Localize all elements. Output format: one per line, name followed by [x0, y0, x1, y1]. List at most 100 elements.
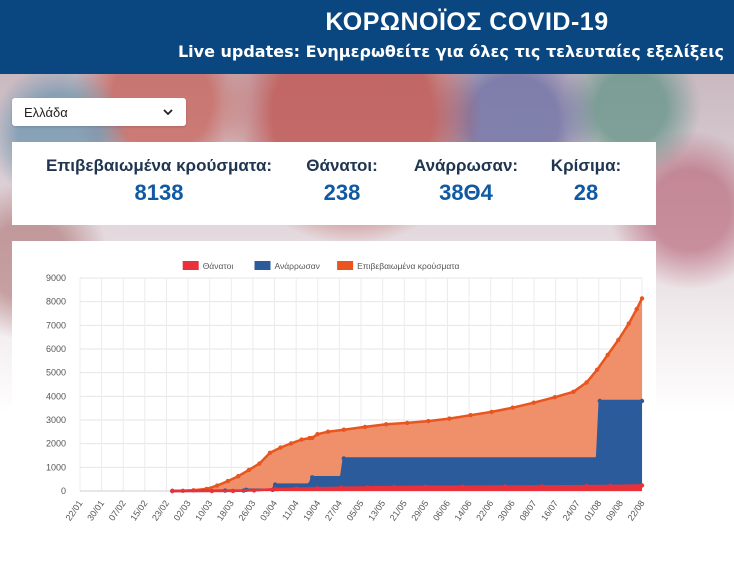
point-Επιβεβαιωμένα κρούσματα	[552, 395, 558, 400]
chevron-down-icon	[163, 109, 173, 116]
stat-critical: Κρίσιμα: 28	[544, 156, 628, 206]
x-tick-label: 01/08	[582, 498, 603, 522]
point-Επιβεβαιωμένα κρούσματα	[246, 467, 252, 473]
point-Ανάρρωσαν	[339, 475, 344, 480]
page-title: ΚΟΡΩΝΟΪΟΣ COVID-19	[325, 8, 609, 36]
country-select[interactable]: Ελλάδα	[12, 98, 186, 126]
x-tick-label: 11/04	[280, 498, 301, 522]
legend-swatch	[254, 261, 271, 270]
point-Θάνατοι	[209, 488, 215, 494]
x-tick-label: 07/02	[107, 498, 128, 522]
point-Ανάρρωσαν	[594, 456, 600, 461]
area-Επιβεβαιωμένα κρούσματα	[172, 298, 643, 491]
point-Θάνατοι	[639, 483, 645, 488]
stats-panel: Επιβεβαιωμένα κρούσματα: 8138 Θάνατοι: 2…	[12, 142, 656, 225]
point-Θάνατοι	[365, 485, 370, 490]
cases-chart-svg: 0 1000 2000 3000 4000 5000 6000 7000 8000 9000 22/…	[46, 261, 647, 523]
x-tick-label: 16/07	[539, 498, 560, 522]
point-Επιβεβαιωμένα κρούσματα	[634, 306, 639, 312]
x-tick-label: 13/05	[366, 498, 387, 522]
point-Ανάρρωσαν	[597, 398, 602, 404]
point-Θάνατοι	[273, 486, 278, 492]
y-tick-label: 8000	[46, 297, 66, 307]
point-Επιβεβαιωμένα κρούσματα	[510, 405, 515, 410]
page-subtitle: Live updates: Ενημερωθείτε για όλες τις …	[177, 42, 724, 61]
area-Ανάρρωσαν	[172, 401, 643, 491]
x-tick-label: 27/04	[323, 498, 344, 522]
point-Επιβεβαιωμένα κρούσματα	[531, 400, 536, 405]
point-Επιβεβαιωμένα κρούσματα	[315, 432, 320, 437]
point-Θάνατοι	[315, 486, 320, 491]
stat-critical-label: Κρίσιμα:	[550, 156, 622, 175]
x-tick-label: 02/03	[172, 498, 193, 522]
x-tick-label: 08/07	[517, 498, 538, 522]
point-Επιβεβαιωμένα κρούσματα	[267, 450, 273, 455]
stat-deaths-label: Θάνατοι:	[306, 156, 378, 175]
point-Ανάρρωσαν	[273, 482, 278, 487]
legend-swatch	[337, 261, 354, 270]
point-Επιβεβαιωμένα κρούσματα	[639, 296, 645, 301]
point-Επιβεβαιωμένα κρούσματα	[594, 367, 600, 372]
point-Επιβεβαιωμένα κρούσματα	[447, 416, 452, 421]
y-tick-label: 5000	[46, 368, 66, 378]
point-Επιβεβαιωμένα κρούσματα	[278, 445, 283, 450]
x-tick-label: 03/04	[258, 498, 279, 522]
y-tick-label: 6000	[46, 344, 66, 354]
point-Θάνατοι	[294, 486, 299, 491]
legend-swatch	[182, 261, 199, 270]
stat-deaths: Θάνατοι: 238	[294, 156, 390, 206]
point-Ανάρρωσαν	[341, 456, 346, 461]
point-Θάνατοι	[584, 483, 589, 489]
point-Θάνατοι	[251, 488, 257, 493]
stat-recovered-value: 38Θ4	[439, 180, 493, 205]
stat-confirmed-value: 8138	[134, 180, 184, 205]
country-select-value: Ελλάδα	[24, 104, 68, 120]
point-Επιβεβαιωμένα κρούσματα	[571, 389, 576, 394]
x-tick-label: 30/01	[85, 498, 106, 522]
point-Επιβεβαιωμένα κρούσματα	[383, 422, 389, 427]
x-tick-label: 22/06	[474, 498, 495, 522]
point-Επιβεβαιωμένα κρούσματα	[405, 420, 410, 426]
point-Επιβεβαιωμένα κρούσματα	[468, 413, 473, 418]
y-tick-label: 3000	[46, 415, 66, 425]
legend-label: Επιβεβαιωμένα κρούσματα	[357, 261, 459, 271]
stat-confirmed: Επιβεβαιωμένα κρούσματα: 8138	[44, 156, 274, 206]
point-Θάνατοι	[502, 484, 507, 489]
point-Επιβεβαιωμένα κρούσματα	[341, 427, 346, 432]
point-Θάνατοι	[608, 483, 613, 489]
stat-confirmed-label: Επιβεβαιωμένα κρούσματα:	[45, 156, 273, 175]
point-Επιβεβαιωμένα κρούσματα	[426, 418, 431, 424]
stat-deaths-value: 238	[323, 180, 361, 205]
cases-chart: 0 1000 2000 3000 4000 5000 6000 7000 8000 9000 22/…	[12, 241, 656, 562]
y-tick-label: 0	[61, 486, 66, 496]
point-Επιβεβαιωμένα κρούσματα	[605, 352, 610, 358]
x-tick-label: 26/03	[236, 498, 257, 522]
x-tick-label: 19/04	[301, 498, 322, 522]
x-tick-label: 22/08	[626, 498, 647, 522]
x-tick-label: 18/03	[215, 498, 236, 522]
point-Ανάρρωσαν	[307, 482, 312, 487]
point-Θάνατοι	[170, 488, 175, 494]
x-tick-label: 09/08	[604, 498, 625, 522]
y-tick-label: 4000	[46, 391, 66, 401]
y-tick-label: 9000	[46, 273, 66, 283]
point-Επιβεβαιωμένα κρούσματα	[584, 380, 589, 385]
x-tick-label: 10/03	[193, 498, 214, 522]
point-Θάνατοι	[339, 485, 344, 490]
point-Επιβεβαιωμένα κρούσματα	[616, 337, 621, 343]
x-tick-label: 21/05	[388, 498, 409, 522]
point-Επιβεβαιωμένα κρούσματα	[310, 435, 315, 441]
y-tick-label: 2000	[46, 439, 66, 449]
stat-critical-value: 28	[573, 180, 599, 205]
point-Επιβεβαιωμένα κρούσματα	[236, 474, 241, 479]
x-tick-label: 29/05	[409, 498, 430, 522]
point-Ανάρρωσαν	[310, 475, 315, 480]
x-tick-label: 05/05	[345, 498, 366, 522]
point-Επιβεβαιωμένα κρούσματα	[626, 321, 631, 326]
point-Επιβεβαιωμένα κρούσματα	[325, 429, 331, 434]
point-Θάνατοι	[423, 484, 428, 489]
header-banner: ΚΟΡΩΝΟΪΟΣ COVID-19 Live updates: Ενημερω…	[0, 0, 734, 74]
point-Επιβεβαιωμένα κρούσματα	[215, 483, 220, 488]
point-Επιβεβαιωμένα κρούσματα	[225, 478, 230, 484]
point-Επιβεβαιωμένα κρούσματα	[362, 424, 368, 430]
